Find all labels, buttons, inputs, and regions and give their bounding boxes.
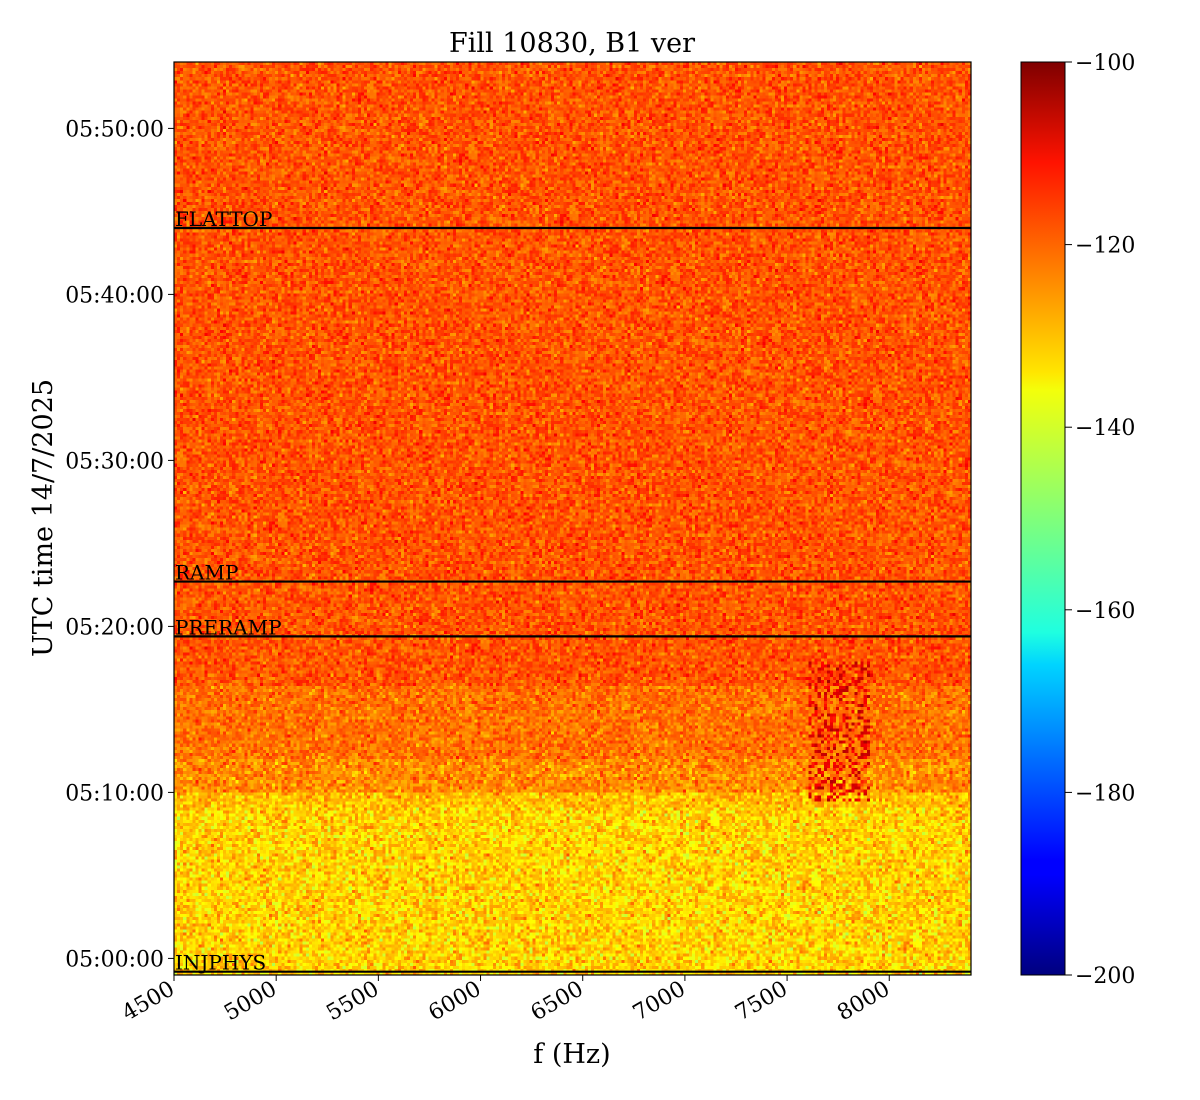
spectrogram-heatmap [174,62,971,975]
x-tick-label: 8000 [833,977,894,1027]
x-axis-label: f (Hz) [533,1039,610,1070]
y-tick-label: 05:50:00 [65,117,164,142]
x-axis: 4500 5000 5500 6000 6500 7000 7500 8000 [118,975,894,1026]
colorbar-tick-label: −100 [1075,51,1135,76]
y-axis-label: UTC time 14/7/2025 [28,379,59,657]
colorbar-tick-label: −180 [1075,781,1135,806]
phase-marker-label: PRERAMP [175,615,282,639]
colorbar-tick-label: −200 [1075,964,1135,989]
phase-marker-label: INJPHYS [175,951,266,975]
chart-title: Fill 10830, B1 ver [449,28,695,59]
phase-markers: INJPHYS PRERAMP RAMP FLATTOP [174,207,971,975]
x-tick-label: 7000 [629,977,690,1027]
y-tick-label: 05:40:00 [65,283,164,308]
x-tick-label: 5500 [322,977,383,1027]
heatmap-image [174,62,971,975]
x-tick-label: 4500 [118,977,179,1027]
colorbar-tick-label: −140 [1075,416,1135,441]
x-tick-label: 6000 [425,977,486,1027]
y-tick-label: 05:10:00 [65,781,164,806]
y-axis: 05:00:00 05:10:00 05:20:00 05:30:00 05:40:00… [65,117,174,972]
phase-marker-label: FLATTOP [175,207,272,231]
colorbar-tick-label: −160 [1075,599,1135,624]
colorbar [1020,61,1066,976]
colorbar-tick-label: −120 [1075,234,1135,259]
x-tick-label: 6500 [527,977,588,1027]
x-tick-label: 5000 [220,977,281,1027]
plot-frame [173,61,972,976]
phase-marker-label: RAMP [175,561,238,585]
y-tick-label: 05:30:00 [65,449,164,474]
y-tick-label: 05:00:00 [65,947,164,972]
y-tick-label: 05:20:00 [65,615,164,640]
x-tick-label: 7500 [731,977,792,1027]
colorbar-axis: −100 −120 −140 −160 −180 −200 [1065,51,1135,989]
